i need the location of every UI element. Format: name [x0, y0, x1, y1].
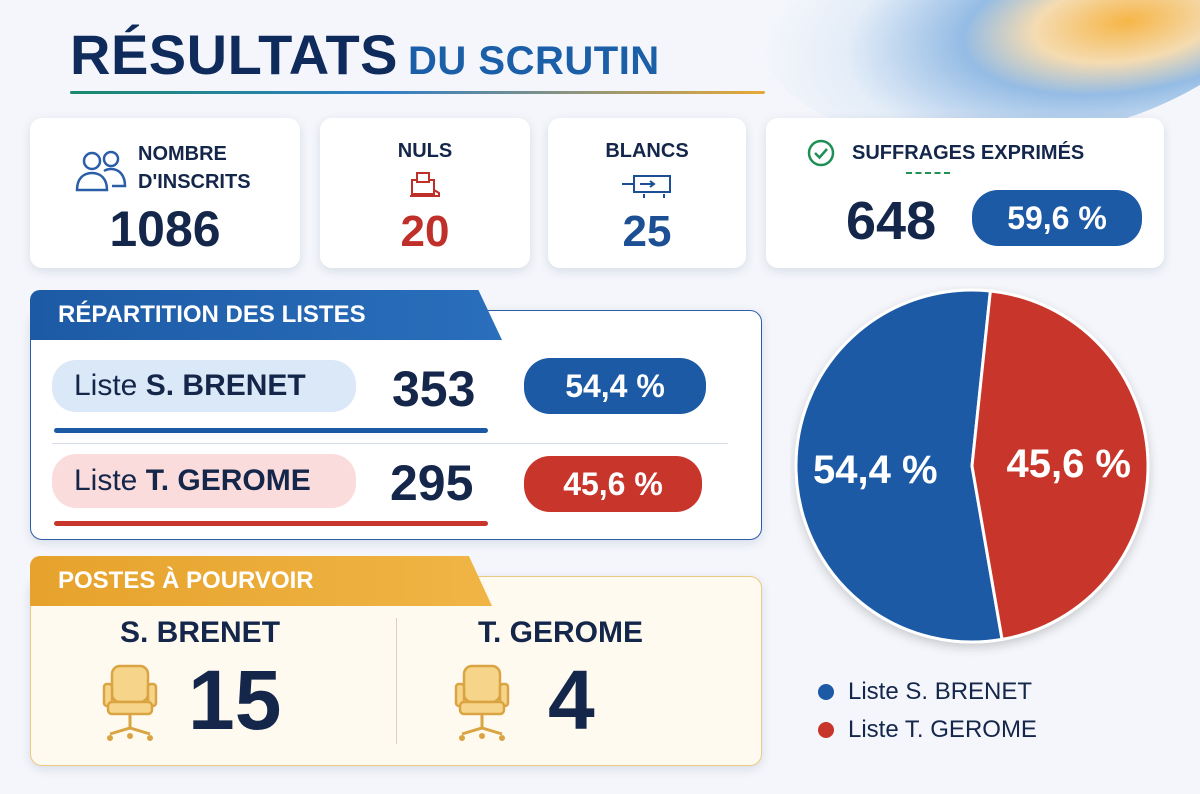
poste-value-gerome: 4	[548, 653, 595, 747]
stat-label-nuls: NULS	[397, 140, 453, 162]
list-bar-gerome	[54, 521, 488, 526]
list-bar-brenet	[54, 428, 488, 433]
users-icon	[75, 150, 127, 192]
pie-label-2: 45,6 %	[1006, 442, 1131, 486]
list-prefix: Liste	[74, 369, 146, 402]
dash-decoration	[906, 172, 950, 174]
pie-chart: 54,4 % 45,6 %	[794, 288, 1150, 644]
list-votes-gerome: 295	[390, 455, 474, 511]
stat-label-blancs: BLANCS	[605, 140, 689, 162]
legend-dot-icon	[818, 684, 834, 700]
stat-percent-exprimes: 59,6 %	[972, 190, 1142, 246]
check-circle-icon	[807, 139, 835, 167]
postes-divider	[396, 618, 397, 744]
stat-card-nuls: NULS 20	[320, 118, 530, 268]
ballot-box-icon	[410, 172, 440, 197]
stat-label-inscrits-1: NOMBRE	[138, 143, 227, 165]
repartition-header: RÉPARTITION DES LISTES	[30, 290, 502, 340]
stat-label-exprimes: SUFFRAGES EXPRIMÉS	[852, 142, 1085, 164]
list-percent-gerome: 45,6 %	[524, 456, 702, 512]
legend-dot-icon	[818, 722, 834, 738]
poste-value-brenet: 15	[188, 653, 282, 747]
pie-label-1: 54,4 %	[813, 448, 938, 492]
pie-slice-1	[794, 288, 1004, 644]
stat-card-inscrits: NOMBRE D'INSCRITS 1086	[30, 118, 300, 268]
list-name: T. GEROME	[145, 464, 311, 497]
list-votes-brenet: 353	[392, 361, 476, 417]
title-underline	[70, 91, 765, 94]
legend-item-2: Liste T. GEROME	[818, 716, 1037, 744]
stat-value-nuls: 20	[400, 207, 450, 256]
stat-card-exprimes: SUFFRAGES EXPRIMÉS 648 59,6 %	[766, 118, 1164, 268]
stat-label-inscrits-2: D'INSCRITS	[138, 171, 251, 193]
legend-label: Liste T. GEROME	[848, 716, 1037, 743]
list-label-brenet: Liste S. BRENET	[52, 360, 356, 412]
blank-ballot-icon	[622, 175, 671, 198]
title-main: RÉSULTATS	[70, 23, 399, 86]
list-name: S. BRENET	[145, 369, 306, 402]
stat-value-inscrits: 1086	[109, 201, 221, 257]
poste-name-gerome: T. GEROME	[478, 616, 644, 649]
office-chair-icon	[102, 664, 158, 741]
list-divider	[52, 443, 728, 444]
stat-card-blancs: BLANCS 25	[548, 118, 746, 268]
pie-slice-2	[970, 289, 1150, 642]
legend-label: Liste S. BRENET	[848, 678, 1033, 705]
list-label-gerome: Liste T. GEROME	[52, 454, 356, 508]
postes-header: POSTES À POURVOIR	[30, 556, 492, 606]
poste-name-brenet: S. BRENET	[120, 616, 281, 649]
title-sub: DU SCRUTIN	[408, 39, 660, 83]
list-prefix: Liste	[74, 464, 146, 497]
office-chair-icon	[454, 664, 510, 741]
legend-item-1: Liste S. BRENET	[818, 678, 1032, 706]
list-percent-brenet: 54,4 %	[524, 358, 706, 414]
page-title: RÉSULTATS DU SCRUTIN	[70, 22, 660, 87]
stat-value-exprimes: 648	[846, 191, 937, 251]
stat-value-blancs: 25	[622, 207, 672, 256]
